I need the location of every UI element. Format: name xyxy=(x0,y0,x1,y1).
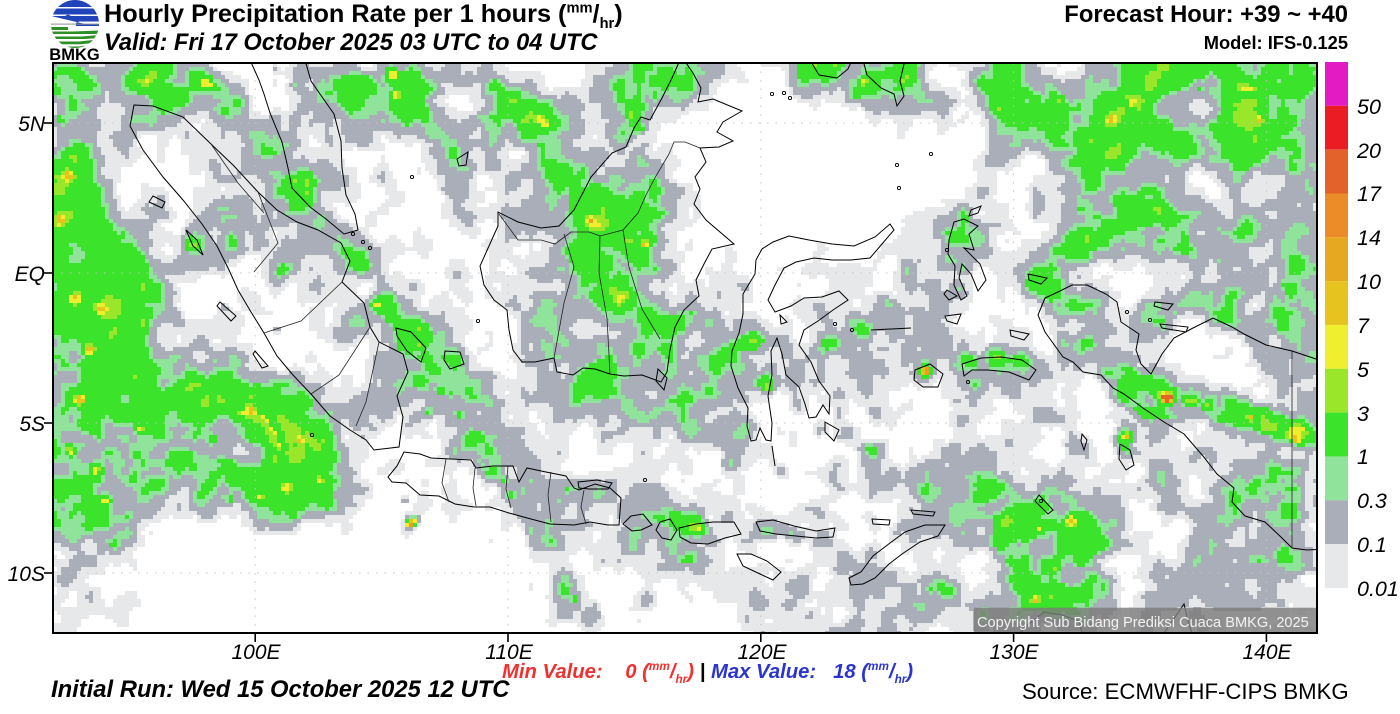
svg-text:120E: 120E xyxy=(737,641,787,664)
svg-text:3: 3 xyxy=(1357,402,1369,426)
svg-text:0.01: 0.01 xyxy=(1357,577,1399,601)
svg-text:EQ: EQ xyxy=(15,263,45,286)
svg-text:10S: 10S xyxy=(8,563,45,586)
svg-text:20: 20 xyxy=(1356,139,1381,163)
svg-text:130E: 130E xyxy=(989,641,1039,664)
svg-text:100E: 100E xyxy=(231,641,281,664)
svg-text:BMKG: BMKG xyxy=(49,46,99,62)
svg-text:5S: 5S xyxy=(19,413,45,436)
svg-text:140E: 140E xyxy=(1242,641,1292,664)
svg-text:14: 14 xyxy=(1357,226,1381,250)
svg-text:7: 7 xyxy=(1357,314,1370,338)
svg-text:50: 50 xyxy=(1357,95,1381,119)
svg-text:1: 1 xyxy=(1357,445,1369,469)
svg-text:5: 5 xyxy=(1357,358,1370,382)
svg-text:Copyright Sub Bidang Prediksi: Copyright Sub Bidang Prediksi Cuaca BMKG… xyxy=(977,615,1309,631)
svg-text:10: 10 xyxy=(1357,270,1381,294)
svg-text:0.3: 0.3 xyxy=(1357,489,1387,513)
svg-text:5N: 5N xyxy=(18,113,46,136)
svg-text:110E: 110E xyxy=(485,641,533,664)
svg-text:0.1: 0.1 xyxy=(1357,533,1387,557)
svg-text:17: 17 xyxy=(1357,182,1382,206)
